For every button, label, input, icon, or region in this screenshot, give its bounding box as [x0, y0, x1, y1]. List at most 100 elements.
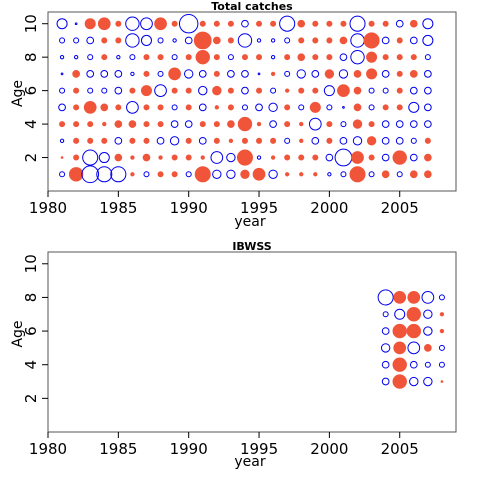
x-tick-label: 1985 — [99, 440, 137, 458]
positive-residual-bubble — [241, 104, 248, 111]
y-tick-label: 10 — [22, 254, 40, 273]
positive-residual-bubble — [284, 37, 291, 44]
negative-residual-bubble — [154, 17, 167, 31]
negative-residual-bubble — [157, 104, 164, 111]
positive-residual-bubble — [157, 70, 164, 77]
negative-residual-bubble — [312, 154, 319, 161]
negative-residual-bubble — [407, 291, 421, 304]
positive-residual-bubble — [350, 33, 365, 48]
positive-residual-bubble — [408, 101, 420, 113]
positive-residual-bubble — [382, 311, 389, 318]
positive-residual-bubble — [422, 34, 434, 46]
positive-residual-bubble — [157, 37, 164, 44]
negative-residual-bubble — [114, 120, 123, 128]
negative-residual-bubble — [424, 137, 431, 144]
negative-residual-bubble — [368, 154, 375, 161]
negative-residual-bubble — [337, 84, 350, 97]
negative-residual-bubble — [256, 20, 263, 27]
negative-residual-bubble — [326, 37, 333, 44]
negative-residual-bubble — [396, 54, 403, 61]
positive-residual-bubble — [395, 136, 404, 145]
plot-frame — [47, 251, 457, 433]
negative-residual-bubble — [285, 88, 290, 93]
negative-residual-bubble — [73, 104, 80, 111]
negative-residual-bubble — [227, 20, 234, 27]
positive-residual-bubble — [270, 87, 277, 94]
negative-residual-bubble — [185, 54, 192, 61]
negative-residual-bubble — [130, 172, 135, 177]
positive-residual-bubble — [87, 54, 94, 61]
positive-residual-bubble — [396, 171, 403, 178]
y-tick-label: 2 — [22, 153, 40, 163]
positive-residual-bubble — [270, 38, 276, 43]
negative-residual-bubble — [256, 121, 262, 127]
negative-residual-bubble — [326, 54, 333, 61]
positive-residual-bubble — [284, 137, 291, 144]
negative-residual-bubble — [143, 70, 150, 77]
negative-residual-bubble — [114, 153, 123, 162]
positive-residual-bubble — [86, 36, 95, 45]
negative-residual-bubble — [185, 104, 192, 111]
positive-residual-bubble — [381, 136, 390, 145]
positive-residual-bubble — [241, 86, 249, 95]
negative-residual-bubble — [213, 70, 220, 77]
positive-residual-bubble — [423, 326, 433, 336]
positive-residual-bubble — [81, 165, 100, 184]
negative-residual-bubble — [193, 31, 212, 50]
negative-residual-bubble — [171, 171, 178, 178]
x-tick-label: 1990 — [170, 440, 208, 458]
positive-residual-bubble — [116, 54, 121, 60]
negative-residual-bubble — [142, 153, 151, 162]
positive-residual-bubble — [58, 103, 66, 112]
negative-residual-bubble — [393, 291, 407, 304]
negative-residual-bubble — [424, 344, 432, 352]
negative-residual-bubble — [168, 67, 181, 81]
positive-residual-bubble — [154, 84, 167, 97]
positive-residual-bubble — [125, 16, 140, 31]
negative-residual-bubble — [396, 37, 403, 44]
negative-residual-bubble — [326, 20, 333, 27]
negative-residual-bubble — [366, 136, 377, 146]
negative-residual-bubble — [313, 172, 318, 177]
negative-residual-bubble — [382, 104, 389, 111]
chart-title: Total catches — [211, 0, 293, 13]
positive-residual-bubble — [308, 117, 322, 131]
negative-residual-bubble — [312, 54, 319, 61]
negative-residual-bubble — [171, 87, 178, 94]
positive-residual-bubble — [381, 70, 390, 78]
negative-residual-bubble — [256, 137, 263, 144]
positive-residual-bubble — [340, 121, 347, 128]
negative-residual-bubble — [143, 121, 150, 128]
negative-residual-bubble — [366, 51, 378, 63]
negative-residual-bubble — [100, 103, 109, 112]
positive-residual-bubble — [129, 54, 136, 61]
negative-residual-bubble — [392, 150, 407, 165]
positive-residual-bubble — [170, 120, 179, 128]
negative-residual-bubble — [340, 20, 347, 27]
negative-residual-bubble — [298, 154, 305, 161]
positive-residual-bubble — [185, 171, 192, 178]
x-tick-label: 2000 — [310, 440, 348, 458]
positive-residual-bubble — [198, 103, 207, 112]
negative-residual-bubble — [339, 36, 348, 45]
positive-residual-bubble — [368, 87, 375, 94]
negative-residual-bubble — [439, 312, 445, 317]
positive-residual-bubble — [100, 70, 109, 78]
negative-residual-bubble — [212, 85, 222, 96]
negative-residual-bubble — [195, 49, 210, 65]
x-axis-label: year — [234, 454, 265, 470]
negative-residual-bubble — [284, 54, 291, 61]
positive-residual-bubble — [59, 138, 65, 143]
positive-residual-bubble — [73, 37, 80, 44]
negative-residual-bubble — [185, 154, 192, 161]
x-tick-label: 1990 — [170, 199, 208, 217]
negative-residual-bubble — [73, 87, 80, 94]
negative-residual-bubble — [157, 171, 164, 178]
x-tick-label: 2005 — [381, 199, 419, 217]
positive-residual-bubble — [349, 15, 366, 32]
positive-residual-bubble — [334, 148, 353, 167]
positive-residual-bubble — [241, 70, 249, 78]
x-tick-label: 1980 — [29, 440, 67, 458]
positive-residual-bubble — [352, 136, 363, 146]
